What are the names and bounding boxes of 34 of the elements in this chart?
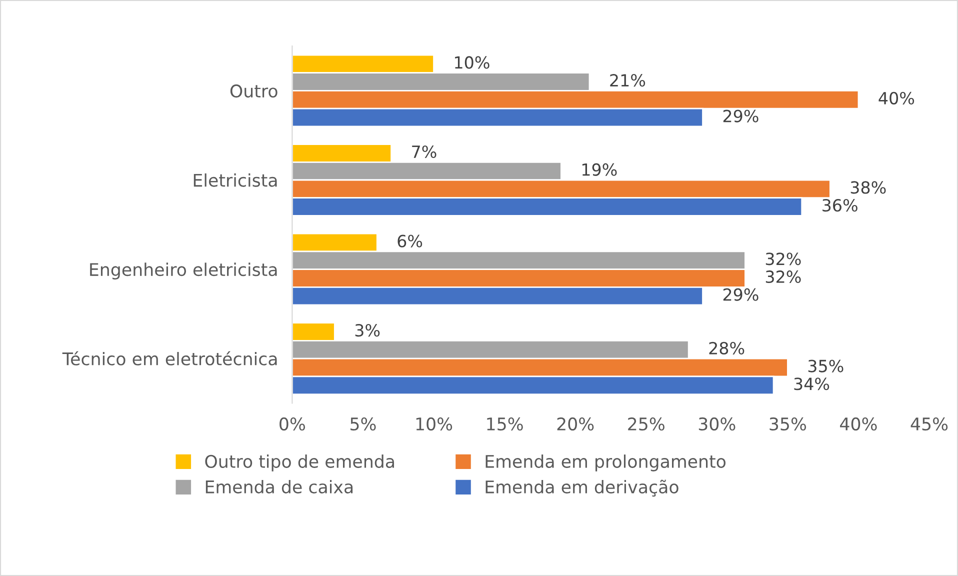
- data-label: 6%: [398, 234, 422, 248]
- data-label: 36%: [822, 199, 858, 212]
- x-tick-label: 25%: [628, 417, 664, 431]
- data-label: 10%: [455, 56, 490, 69]
- x-tick-label: 0%: [280, 417, 306, 431]
- y-tick-label: Engenheiro eletricista: [90, 262, 277, 280]
- data-label: 40%: [878, 92, 914, 104]
- legend-label: Emenda em prolongamento: [486, 454, 726, 472]
- x-tick-label: 35%: [770, 417, 806, 431]
- y-tick-label: Eletricista: [194, 173, 277, 187]
- y-tick-label: Técnico em eletrotécnica: [62, 351, 277, 366]
- legend-label: Emenda de caixa: [206, 480, 353, 494]
- data-label: 32%: [766, 252, 801, 266]
- data-label: 34%: [794, 378, 830, 390]
- legend-label: Outro tipo de emenda: [205, 454, 394, 472]
- data-label: 29%: [723, 110, 758, 122]
- data-label: 35%: [808, 360, 844, 372]
- data-label: 7%: [412, 145, 436, 158]
- data-label: 29%: [723, 288, 758, 301]
- data-label: 38%: [850, 181, 886, 194]
- x-tick-label: 10%: [416, 417, 452, 431]
- data-label: 3%: [355, 324, 380, 337]
- data-label: 28%: [709, 342, 744, 354]
- y-tick-label: Outro: [230, 84, 278, 98]
- data-label: 32%: [766, 270, 801, 284]
- x-tick-label: 40%: [840, 417, 877, 431]
- x-tick-label: 5%: [350, 417, 376, 431]
- legend-label: Emenda em derivação: [486, 480, 678, 497]
- x-tick-label: 15%: [487, 417, 523, 431]
- data-label: 21%: [610, 74, 646, 87]
- data-label: 19%: [582, 163, 617, 176]
- x-tick-label: 45%: [910, 417, 948, 431]
- x-tick-label: 30%: [698, 417, 736, 431]
- x-tick-label: 20%: [557, 417, 594, 431]
